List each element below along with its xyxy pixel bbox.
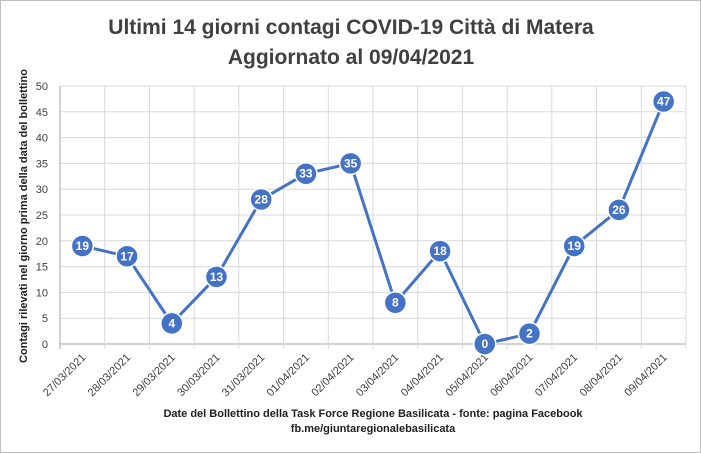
data-point-marker	[70, 234, 95, 258]
y-tick-label: 30	[36, 184, 48, 196]
chart-title-line1: Ultimi 14 giorni contagi COVID-19 Città …	[108, 16, 594, 39]
y-tick-label: 40	[36, 133, 48, 145]
data-point-label: 28	[255, 193, 269, 207]
series-contagi: 19 17 4 13 28 33 35 8 18 0 2 19 26 47	[70, 89, 676, 356]
y-tick-label: 0	[42, 339, 48, 351]
y-tick-label: 20	[36, 236, 48, 248]
y-tick-label: 25	[36, 210, 48, 222]
data-point-label: 8	[392, 296, 399, 310]
data-point-marker	[338, 151, 363, 176]
data-point-marker	[562, 234, 586, 258]
data-point-label: 2	[526, 327, 533, 341]
x-axis-label-line2: fb.me/giuntaregionalebasilicata	[291, 423, 456, 435]
data-point-marker	[517, 321, 542, 346]
data-point-marker	[294, 161, 318, 186]
data-point-label: 35	[344, 156, 358, 170]
data-point-marker	[473, 332, 497, 356]
data-point-marker	[115, 244, 139, 269]
y-tick-label: 10	[36, 287, 48, 299]
data-point-label: 4	[168, 316, 175, 330]
data-point-label: 19	[568, 239, 582, 253]
y-tick-label: 15	[36, 262, 48, 274]
y-axis-ticks: 0 5 10 15 20 25 30 35 40 45 50	[36, 81, 48, 351]
data-point-label: 47	[657, 94, 671, 108]
data-point-label: 17	[120, 249, 134, 263]
y-tick-label: 5	[42, 313, 48, 325]
x-axis-label-line1: Date del Bollettino della Task Force Reg…	[163, 408, 583, 420]
data-point-marker	[651, 89, 676, 114]
data-point-marker	[249, 187, 273, 212]
data-point-marker	[428, 239, 452, 263]
gridlines	[59, 85, 687, 349]
data-point-label: 18	[433, 244, 447, 258]
data-point-marker	[607, 198, 631, 222]
data-point-label: 26	[612, 203, 626, 217]
chart-title-line2: Aggiornato al 09/04/2021	[228, 46, 475, 69]
y-tick-label: 50	[36, 81, 48, 93]
data-point-label: 33	[299, 167, 313, 181]
data-point-label: 0	[481, 337, 488, 351]
y-axis-label: Contagi rilevati nel giorno prima della …	[18, 69, 30, 363]
y-tick-label: 35	[36, 158, 48, 170]
data-point-label: 19	[76, 239, 90, 253]
data-point-marker	[160, 311, 184, 336]
data-point-label: 13	[210, 270, 224, 284]
data-point-marker	[204, 265, 229, 289]
y-tick-label: 45	[36, 107, 48, 119]
data-point-marker	[383, 290, 408, 315]
